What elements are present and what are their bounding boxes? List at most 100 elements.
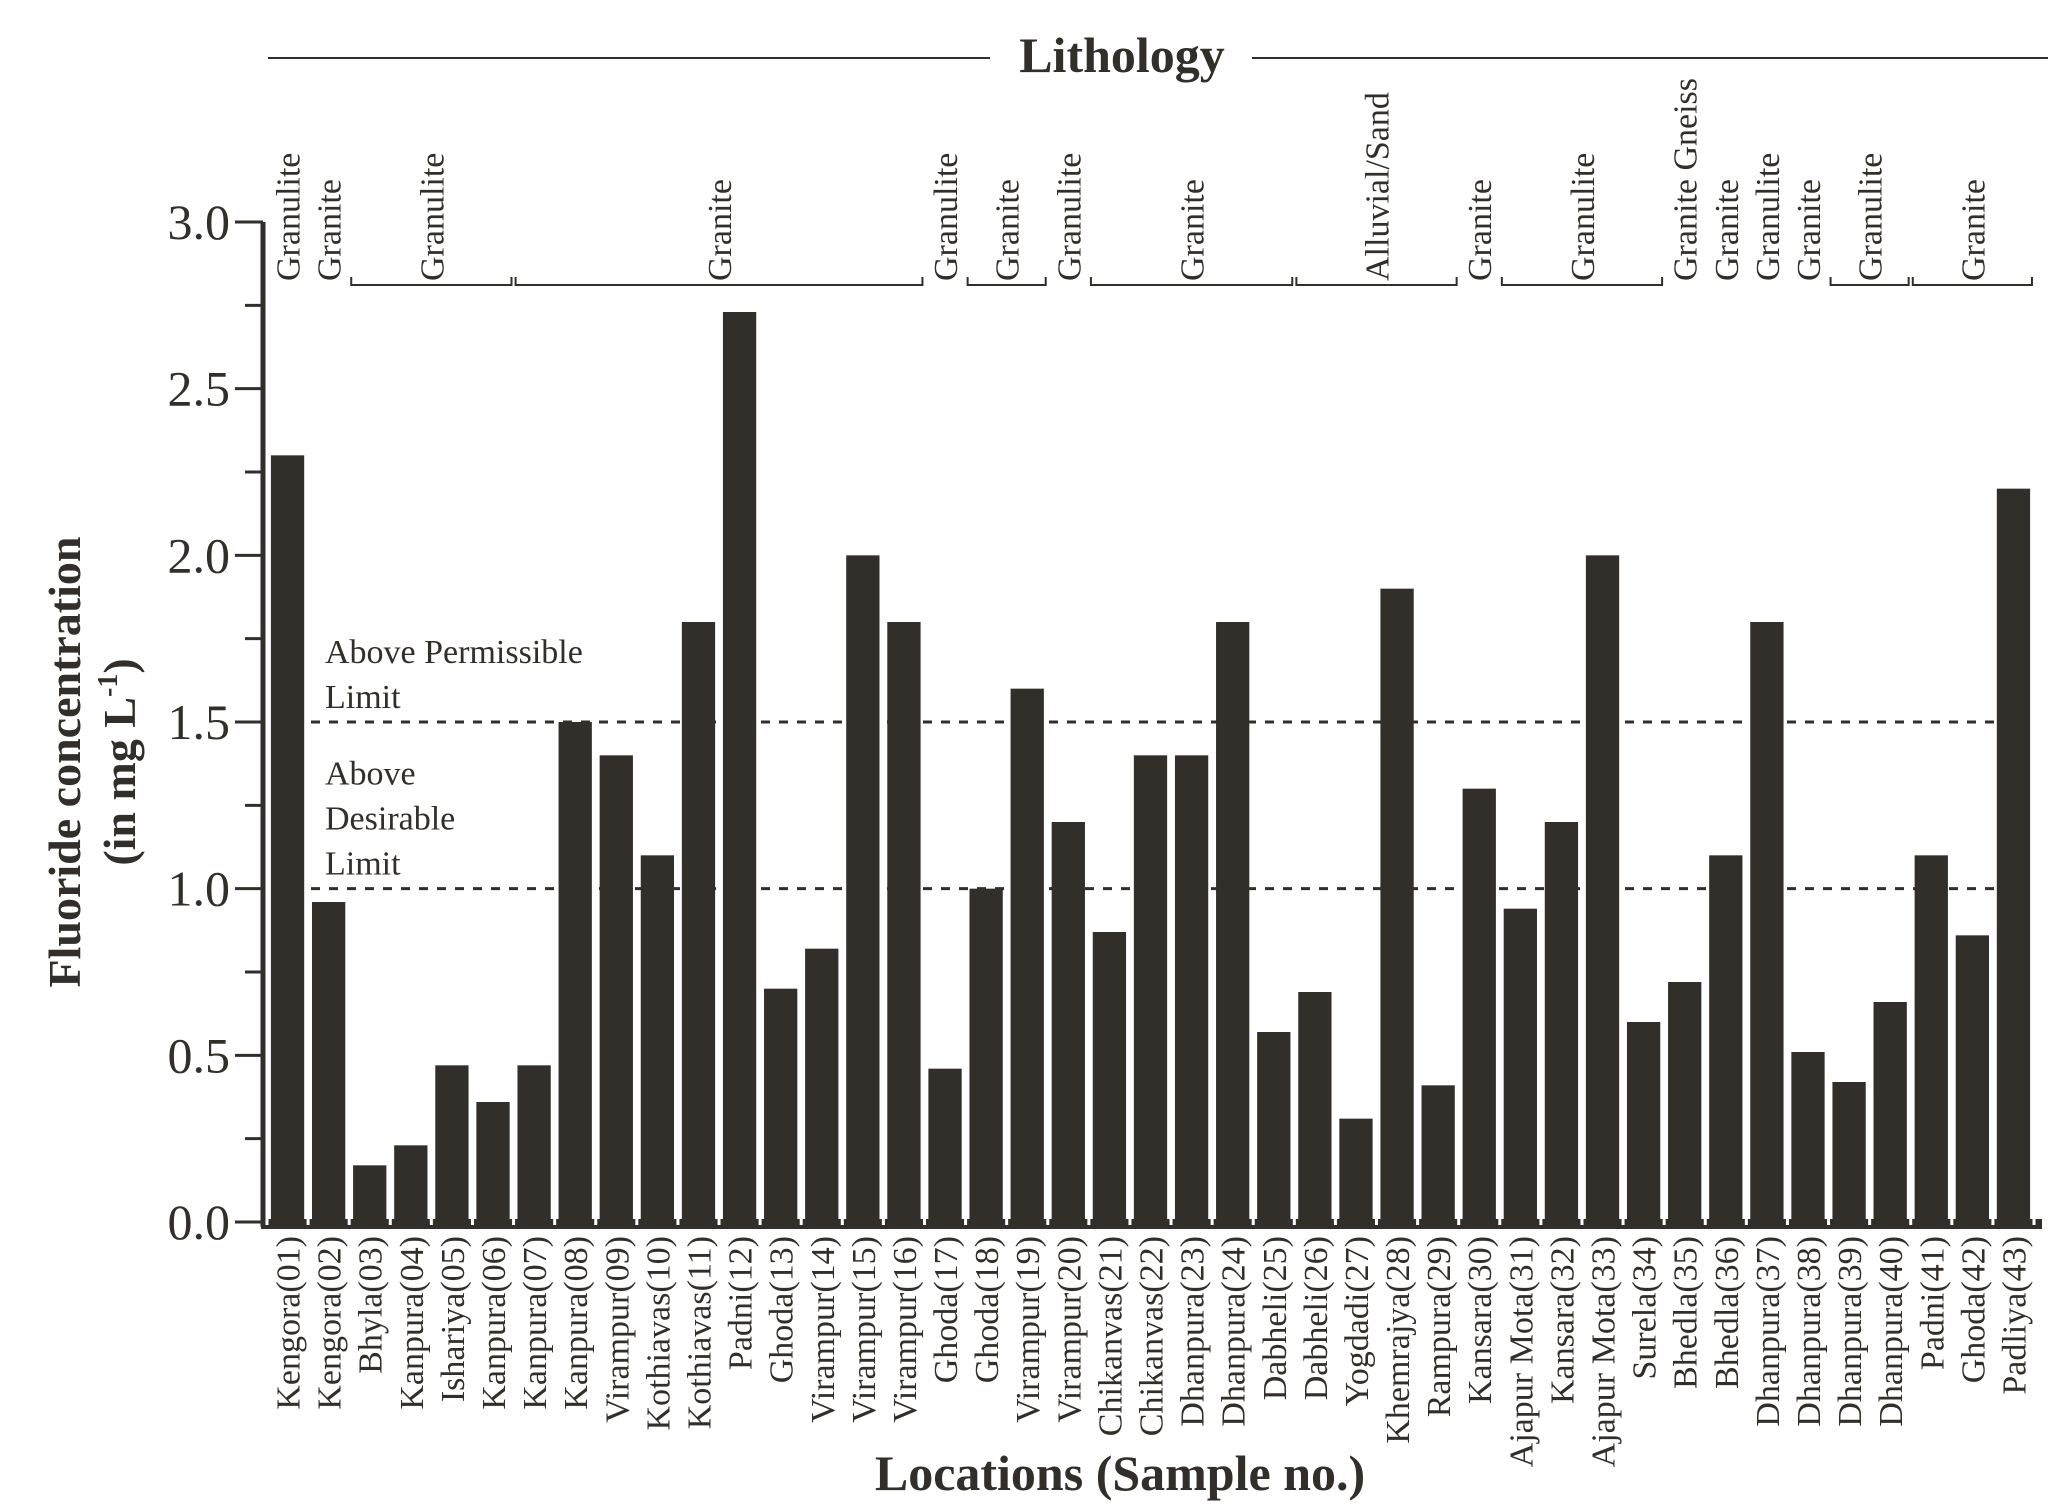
desirable-limit-label: Desirable xyxy=(325,801,455,838)
x-tick-label: Bhedla(35) xyxy=(1668,1236,1705,1389)
lithology-label: Granulite xyxy=(271,153,308,281)
bar-16 xyxy=(887,622,921,1222)
y-tick-label: 2.5 xyxy=(168,361,231,417)
bar-8 xyxy=(558,722,592,1222)
bar-37 xyxy=(1750,622,1784,1222)
bar-24 xyxy=(1216,622,1250,1222)
bar-11 xyxy=(681,622,716,1222)
x-tick-label: Virampur(20) xyxy=(1051,1236,1088,1423)
lithology-bracket xyxy=(1295,277,1458,286)
bar-14 xyxy=(805,948,839,1222)
bar-34 xyxy=(1626,1022,1661,1222)
x-tick-labels: Kengora(01) Kengora(02) Bhyla(03) Kanpura(0… xyxy=(271,1236,2034,1467)
bar-32 xyxy=(1544,822,1579,1222)
x-tick-label: Virampur(19) xyxy=(1010,1236,1047,1423)
y-axis-title: Fluoride concentration (in mg L-1) xyxy=(39,537,145,988)
bar-21 xyxy=(1092,932,1127,1222)
x-tick-label: Khemrajya(28) xyxy=(1380,1236,1417,1444)
bar-6 xyxy=(476,1102,510,1222)
bar-33 xyxy=(1585,555,1620,1222)
x-tick-label: Virampur(09) xyxy=(599,1236,636,1423)
x-tick-label: Yogdadi(27) xyxy=(1339,1236,1376,1406)
bars xyxy=(270,312,2031,1223)
bar-36 xyxy=(1709,855,1743,1222)
bar-23 xyxy=(1174,755,1209,1222)
lithology-label: Granite xyxy=(990,179,1027,281)
lithology-title: Lithology xyxy=(1019,27,1225,83)
bar-27 xyxy=(1339,1118,1373,1222)
x-axis-title: Locations (Sample no.) xyxy=(875,1445,1365,1501)
x-tick-label: Padni(12) xyxy=(723,1236,760,1370)
lithology-groups: Granulite Granite Granulite Granite Granulit… xyxy=(271,78,2033,286)
x-ticks xyxy=(265,1219,2036,1225)
x-tick-label: Rampura(29) xyxy=(1421,1236,1458,1417)
lithology-bracket xyxy=(514,277,924,286)
y-ticks: 0.0 0.5 1.0 1.5 2.0 2.5 3.0 xyxy=(168,194,263,1250)
x-tick-label: Kansara(32) xyxy=(1544,1236,1581,1404)
x-tick-label: Dhanpura(39) xyxy=(1832,1236,1869,1427)
x-tick-label: Chikanvas(21) xyxy=(1092,1236,1129,1436)
bar-12 xyxy=(722,312,757,1222)
y-axis-title-line2: (in mg L-1) xyxy=(93,658,145,865)
lithology-label: Alluvial/Sand xyxy=(1360,92,1397,281)
x-tick-label: Ajapur Mota(33) xyxy=(1586,1236,1623,1467)
permissible-limit-label: Above Permissible xyxy=(325,634,583,671)
x-tick-label: Ajapur Mota(31) xyxy=(1503,1236,1540,1467)
bar-35 xyxy=(1668,982,1702,1222)
x-tick-label: Kanpura(04) xyxy=(394,1236,431,1410)
x-tick-label: Chikanvas(22) xyxy=(1134,1236,1171,1436)
x-tick-label: Dhanpura(37) xyxy=(1750,1236,1787,1427)
lithology-label: Granite xyxy=(1462,179,1499,281)
lithology-bracket xyxy=(350,277,513,286)
x-tick-label: Ishariya(05) xyxy=(435,1236,472,1402)
bar-4 xyxy=(394,1145,428,1222)
x-tick-label: Padni(41) xyxy=(1914,1236,1951,1370)
lithology-bracket xyxy=(1829,277,1910,286)
bar-39 xyxy=(1832,1082,1866,1222)
lithology-label: Granulite xyxy=(1051,153,1088,281)
bar-20 xyxy=(1051,822,1085,1222)
x-tick-label: Kengora(01) xyxy=(271,1236,308,1410)
lithology-label: Granulite xyxy=(1750,153,1787,281)
x-tick-label: Kanpura(06) xyxy=(476,1236,513,1410)
x-tick-label: Ghoda(17) xyxy=(928,1236,965,1383)
bar-30 xyxy=(1462,788,1496,1222)
lithology-header: Lithology xyxy=(268,27,2048,83)
lithology-label: Granulite xyxy=(1853,153,1890,281)
lithology-label: Granite xyxy=(312,179,349,281)
x-tick-label: Virampur(15) xyxy=(846,1236,883,1423)
y-axis-title-line1: Fluoride concentration xyxy=(39,537,90,988)
x-tick-label: Dabheli(26) xyxy=(1298,1236,1335,1400)
bar-18 xyxy=(969,888,1003,1222)
bar-26 xyxy=(1298,992,1332,1222)
x-tick-label: Bhyla(03) xyxy=(353,1236,390,1374)
bar-3 xyxy=(353,1165,387,1222)
x-tick-label: Ghoda(42) xyxy=(1955,1236,1992,1383)
bar-41 xyxy=(1914,855,1948,1222)
lithology-bracket xyxy=(1500,277,1664,286)
bar-1 xyxy=(270,455,305,1222)
y-tick-label: 1.0 xyxy=(168,861,231,917)
lithology-label: Granite xyxy=(1955,179,1992,281)
lithology-label: Granite xyxy=(1791,179,1828,281)
x-tick-label: Kengora(02) xyxy=(312,1236,349,1410)
bar-38 xyxy=(1791,1052,1825,1222)
y-tick-label: 0.5 xyxy=(168,1027,231,1083)
y-tick-label: 2.0 xyxy=(168,527,231,583)
y-tick-label: 3.0 xyxy=(168,194,231,250)
lithology-bracket xyxy=(966,277,1047,286)
x-tick-label: Kanpura(08) xyxy=(558,1236,595,1410)
lithology-label: Granulite xyxy=(928,153,965,281)
bar-22 xyxy=(1133,755,1168,1222)
x-tick-label: Virampur(14) xyxy=(805,1236,842,1423)
bar-43 xyxy=(1996,488,2031,1223)
lithology-label: Granite xyxy=(1175,179,1212,281)
x-tick-label: Ghoda(13) xyxy=(764,1236,801,1383)
lithology-bracket xyxy=(1911,277,2033,286)
bar-2 xyxy=(311,902,346,1222)
x-tick-label: Virampur(16) xyxy=(887,1236,924,1423)
limit-annotations: Above Permissible Limit Above Desirable Limi… xyxy=(325,634,583,883)
x-tick-label: Dabheli(25) xyxy=(1257,1236,1294,1400)
bar-40 xyxy=(1873,1002,1907,1222)
